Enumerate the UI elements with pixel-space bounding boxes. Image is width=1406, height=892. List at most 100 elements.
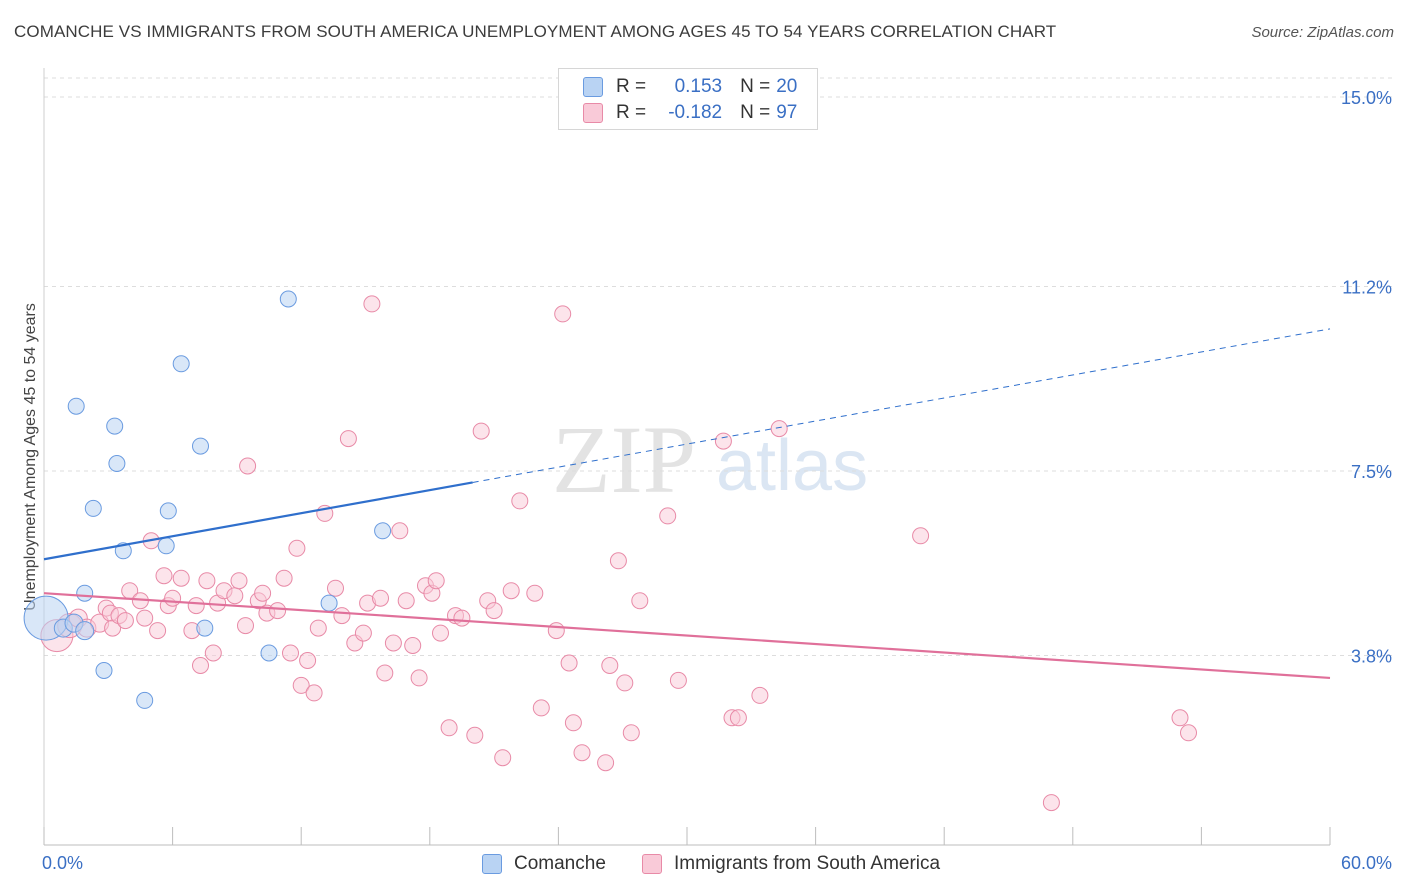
comanche-point [157, 537, 175, 555]
series-comanche-points [23, 290, 392, 709]
immigrants-point [554, 305, 572, 323]
immigrants-point [391, 522, 409, 540]
immigrants-point [547, 622, 565, 640]
y-tick-label: 11.2% [1342, 277, 1392, 297]
comanche-point [76, 584, 94, 602]
immigrants-point [155, 567, 173, 585]
correlation-legend: R = 0.153 N = 20 R = -0.182 N = 97 [558, 68, 818, 130]
comanche-point [75, 621, 95, 641]
immigrants-point [288, 539, 306, 557]
legend-row-immigrants: R = -0.182 N = 97 [583, 101, 797, 125]
immigrants-point [622, 724, 640, 742]
immigrants-point [1180, 724, 1197, 742]
immigrants-point [511, 492, 529, 510]
immigrants-point [226, 587, 244, 605]
legend-swatch-comanche [583, 77, 603, 97]
immigrants-point [299, 652, 317, 669]
comanche-point [84, 499, 102, 517]
immigrants-point [327, 579, 344, 597]
immigrants-point [564, 714, 582, 732]
immigrants-point [237, 617, 254, 635]
immigrants-point [372, 589, 389, 607]
immigrants-point [609, 552, 627, 570]
immigrants-point [659, 507, 677, 525]
immigrants-point [254, 584, 272, 602]
immigrants-point [472, 422, 490, 440]
comanche-point [374, 522, 392, 540]
y-tick-label: 3.8% [1351, 647, 1392, 667]
immigrants-point [384, 634, 402, 652]
legend-swatch-immigrants [583, 103, 603, 123]
bottom-legend-immigrants: Immigrants from South America [642, 852, 940, 876]
immigrants-point [751, 686, 769, 704]
y-tick-label: 7.5% [1351, 462, 1392, 482]
immigrants-point [532, 699, 550, 717]
y-tick-label: 15.0% [1341, 88, 1392, 108]
immigrants-point [912, 527, 930, 545]
immigrants-point [305, 684, 323, 702]
bottom-legend-label-immigrants: Immigrants from South America [674, 853, 941, 874]
immigrants-point [427, 572, 445, 590]
legend-r-label: R = [616, 102, 647, 123]
legend-r-value: 0.153 [674, 76, 723, 97]
watermark: ZIP atlas [552, 406, 868, 513]
legend-r-value: -0.182 [668, 102, 723, 123]
legend-n-label: N = [740, 76, 771, 97]
immigrants-point [669, 671, 687, 689]
tick-labels: 3.8% 7.5% 11.2% 15.0% 0.0% 60.0% [42, 88, 1392, 873]
comanche-point [192, 437, 209, 455]
series-immigrants-points [40, 295, 1197, 812]
immigrants-point [198, 572, 216, 590]
immigrants-trend-line [43, 592, 1331, 680]
immigrants-point [187, 597, 205, 615]
immigrants-point [432, 624, 449, 642]
legend-n-value: 20 [776, 76, 798, 97]
immigrants-point [192, 657, 209, 674]
comanche-point [172, 355, 190, 373]
immigrants-point [440, 719, 458, 737]
comanche-trend-line [43, 481, 473, 561]
immigrants-point [275, 569, 293, 587]
immigrants-point [616, 674, 634, 692]
x-tick-label-max: 60.0% [1341, 853, 1392, 873]
gridlines [44, 77, 1392, 657]
watermark-zip: ZIP [552, 406, 696, 513]
immigrants-point [239, 457, 257, 475]
immigrants-point [376, 664, 394, 682]
immigrants-point [601, 657, 619, 674]
immigrants-point [397, 592, 415, 610]
immigrants-point [1171, 709, 1189, 727]
comanche-point [196, 619, 214, 637]
immigrants-point [466, 726, 484, 744]
comanche-point [136, 691, 154, 709]
trend-lines [43, 328, 1331, 680]
comanche-point [279, 290, 297, 308]
bottom-legend-swatch-immigrants [642, 854, 662, 874]
bottom-legend-label-comanche: Comanche [514, 853, 606, 874]
immigrants-point [1042, 794, 1060, 812]
immigrants-point [292, 676, 310, 694]
immigrants-point [410, 669, 428, 687]
comanche-trend-extension [472, 328, 1331, 483]
axes [43, 68, 1331, 846]
immigrants-point [363, 295, 381, 313]
immigrants-point [453, 609, 471, 627]
immigrants-point [597, 754, 615, 772]
immigrants-point [204, 644, 222, 662]
immigrants-point [729, 709, 747, 727]
legend-n-value: 97 [776, 102, 798, 123]
immigrants-point [136, 609, 154, 627]
chart-title: COMANCHE VS IMMIGRANTS FROM SOUTH AMERIC… [14, 22, 1057, 41]
x-tick-label-min: 0.0% [42, 853, 83, 873]
comanche-point [260, 644, 278, 662]
immigrants-point [404, 637, 422, 654]
immigrants-point [333, 607, 351, 625]
comanche-point [108, 455, 126, 472]
immigrants-point [269, 602, 287, 620]
comanche-point [159, 502, 177, 520]
immigrants-point [560, 654, 578, 672]
immigrants-point [309, 619, 327, 637]
immigrants-point [494, 749, 512, 767]
comanche-point [106, 417, 124, 435]
immigrants-point [573, 744, 591, 762]
